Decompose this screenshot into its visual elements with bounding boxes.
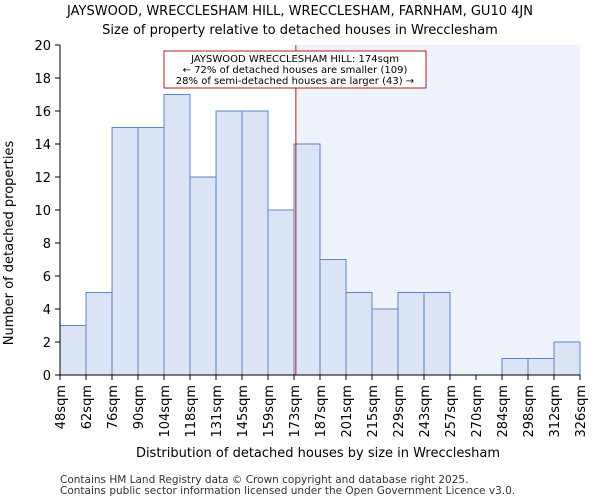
- x-tick-label: 90sqm: [132, 385, 147, 429]
- y-tick-label: 16: [34, 105, 51, 120]
- x-tick-label: 215sqm: [366, 385, 381, 438]
- x-tick-label: 270sqm: [470, 385, 485, 438]
- bar-201sqm: [345, 292, 373, 376]
- bar-145sqm: [241, 110, 269, 376]
- bars-group: [59, 94, 581, 376]
- y-tick-label: 10: [34, 204, 51, 219]
- bar-229sqm: [397, 292, 425, 376]
- annotation-box: JAYSWOOD WRECCLESHAM HILL: 174sqm ← 72% …: [163, 50, 427, 89]
- x-tick-label: 312sqm: [548, 385, 563, 438]
- annotation-line-3: 28% of semi-detached houses are larger (…: [176, 76, 414, 87]
- annotation-line-2: ← 72% of detached houses are smaller (10…: [183, 65, 408, 76]
- y-tick-label: 2: [43, 336, 51, 351]
- x-tick-label: 173sqm: [288, 385, 303, 438]
- x-tick-label: 145sqm: [236, 385, 251, 438]
- y-axis-label: Number of detached properties: [2, 141, 17, 346]
- x-tick-label: 118sqm: [184, 385, 199, 438]
- x-tick-label: 326sqm: [574, 385, 589, 438]
- x-tick-label: 76sqm: [106, 385, 121, 429]
- bar-118sqm: [189, 176, 217, 376]
- bar-173sqm: [293, 143, 321, 376]
- bar-243sqm: [423, 292, 451, 376]
- y-tick-label: 4: [43, 303, 51, 318]
- bar-62sqm: [85, 292, 113, 376]
- chart-subtitle: Size of property relative to detached ho…: [102, 23, 498, 38]
- x-axis-label: Distribution of detached houses by size …: [136, 446, 500, 461]
- bar-298sqm: [527, 358, 555, 376]
- bar-159sqm: [267, 209, 295, 376]
- bar-104sqm: [163, 94, 191, 376]
- x-tick-label: 229sqm: [392, 385, 407, 438]
- x-tick-label: 159sqm: [262, 385, 277, 438]
- bar-131sqm: [215, 110, 243, 376]
- x-tick-label: 48sqm: [54, 385, 69, 429]
- y-tick-label: 0: [43, 369, 51, 384]
- x-tick-label: 131sqm: [210, 385, 225, 438]
- footer-line-1: Contains HM Land Registry data © Crown c…: [60, 474, 468, 486]
- footer-line-2: Contains public sector information licen…: [60, 485, 515, 497]
- annotation-line-1: JAYSWOOD WRECCLESHAM HILL: 174sqm: [190, 54, 399, 65]
- bar-215sqm: [371, 308, 399, 376]
- x-axis: 48sqm 62sqm 76sqm 90sqm 104sqm 118sqm 131sqm 14…: [54, 375, 589, 438]
- bar-312sqm: [553, 341, 581, 376]
- x-tick-label: 284sqm: [496, 385, 511, 438]
- y-axis: 0 2 4 6 8 10 12 14 16 18 20: [34, 39, 60, 384]
- bar-284sqm: [501, 358, 529, 376]
- y-tick-label: 6: [43, 270, 51, 285]
- bar-187sqm: [319, 259, 347, 376]
- y-tick-label: 14: [34, 138, 51, 153]
- bar-48sqm: [59, 325, 87, 376]
- y-tick-label: 18: [34, 72, 51, 87]
- x-tick-label: 298sqm: [522, 385, 537, 438]
- x-tick-label: 104sqm: [158, 385, 173, 438]
- annotation-frame: [163, 50, 427, 89]
- y-tick-label: 8: [43, 237, 51, 252]
- y-tick-label: 20: [34, 39, 51, 54]
- x-tick-label: 243sqm: [418, 385, 433, 438]
- y-tick-label: 12: [34, 171, 51, 186]
- bar-76sqm: [111, 127, 139, 376]
- x-tick-label: 62sqm: [80, 385, 95, 429]
- bar-90sqm: [137, 127, 165, 376]
- chart-title: JAYSWOOD, WRECCLESHAM HILL, WRECCLESHAM,…: [66, 4, 533, 19]
- x-tick-label: 257sqm: [444, 385, 459, 438]
- x-tick-label: 201sqm: [340, 385, 355, 438]
- x-tick-label: 187sqm: [314, 385, 329, 438]
